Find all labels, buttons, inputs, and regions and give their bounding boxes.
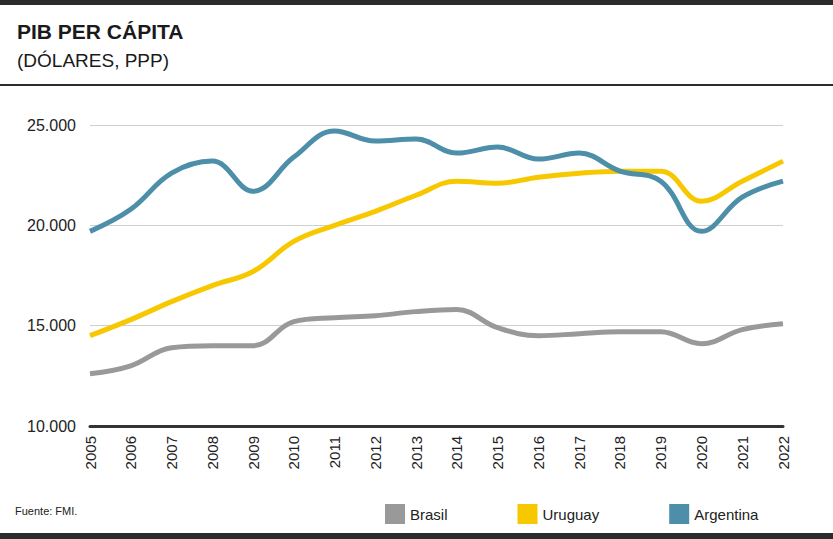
svg-text:10.000: 10.000 [27,418,76,435]
svg-text:2010: 2010 [285,436,302,469]
svg-text:2022: 2022 [775,436,792,469]
svg-text:2017: 2017 [571,436,588,469]
svg-text:20.000: 20.000 [27,217,76,234]
svg-text:2005: 2005 [82,436,99,469]
svg-text:2011: 2011 [326,436,343,468]
svg-text:2019: 2019 [652,436,669,469]
svg-text:2015: 2015 [489,436,506,469]
svg-text:Argentina: Argentina [694,506,759,523]
svg-text:2013: 2013 [408,436,425,469]
svg-text:2008: 2008 [204,436,221,469]
svg-text:Fuente: FMI.: Fuente: FMI. [15,505,77,517]
svg-text:PIB PER CÁPITA: PIB PER CÁPITA [17,20,183,43]
svg-text:25.000: 25.000 [27,117,76,134]
svg-text:2014: 2014 [448,436,465,469]
svg-text:2020: 2020 [693,436,710,469]
svg-text:Brasil: Brasil [410,506,448,523]
svg-text:Uruguay: Uruguay [543,506,600,523]
svg-text:2016: 2016 [530,436,547,469]
svg-text:2021: 2021 [734,436,751,469]
svg-text:2007: 2007 [163,436,180,469]
svg-text:2018: 2018 [611,436,628,469]
svg-text:2012: 2012 [367,436,384,469]
svg-text:2009: 2009 [245,436,262,469]
svg-text:2006: 2006 [122,436,139,469]
svg-text:15.000: 15.000 [27,317,76,334]
svg-text:(DÓLARES, PPP): (DÓLARES, PPP) [17,50,169,71]
